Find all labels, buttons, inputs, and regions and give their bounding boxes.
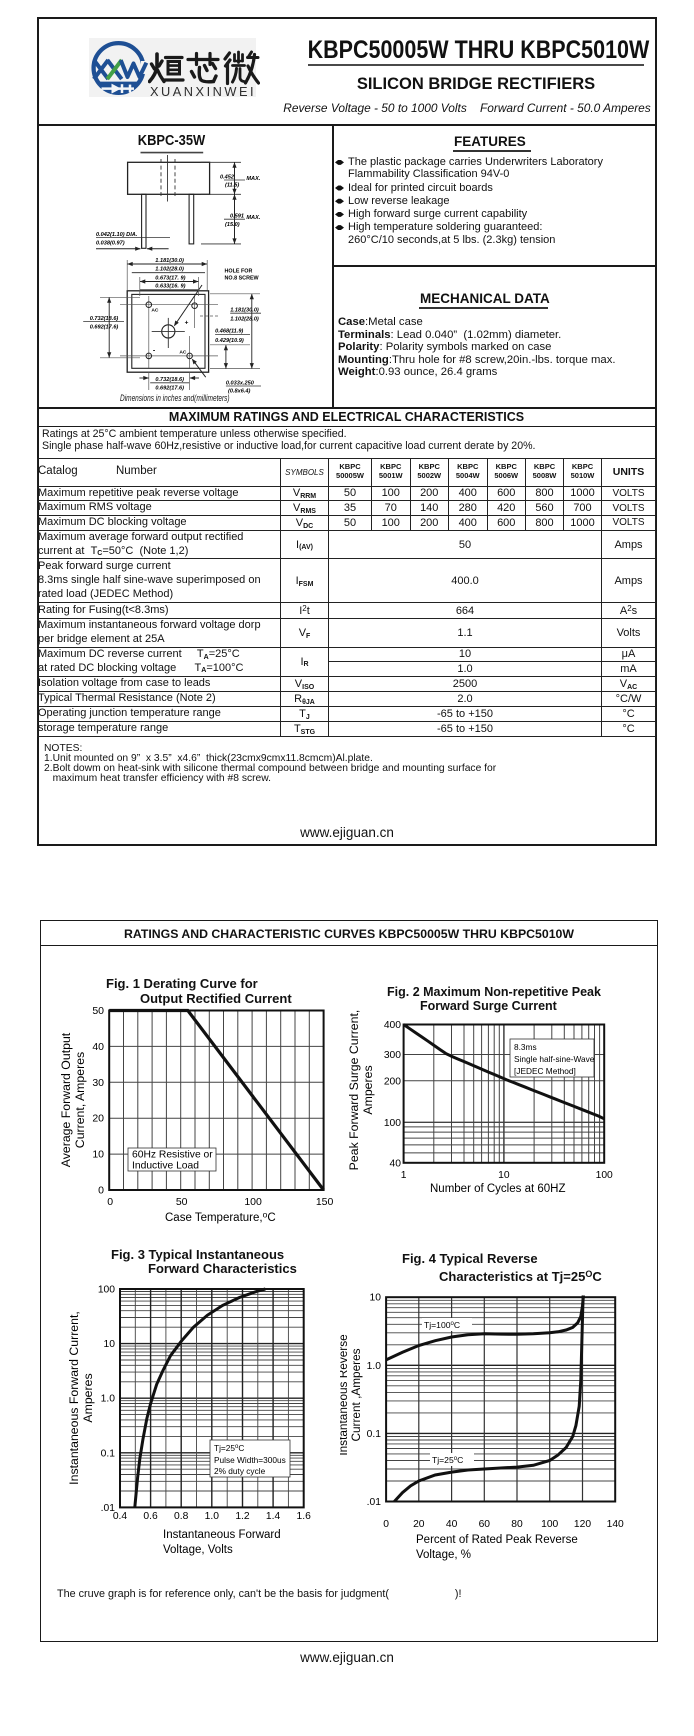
svg-text:60Hz Resistive or: 60Hz Resistive or <box>132 1150 213 1161</box>
svg-text:0.633(16. 9): 0.633(16. 9) <box>155 284 185 290</box>
svg-text:100: 100 <box>541 1519 558 1530</box>
svg-text:MAX.: MAX. <box>246 215 260 221</box>
svg-text:100: 100 <box>596 1170 613 1181</box>
svg-text:[JEDEC Method]: [JEDEC Method] <box>514 1066 576 1076</box>
svg-text:0.042(1.10) DIA.: 0.042(1.10) DIA. <box>96 232 138 238</box>
svg-text:20: 20 <box>413 1519 425 1530</box>
svg-text:0.692(17.6): 0.692(17.6) <box>155 386 184 392</box>
svg-text:Single half-sine-Wave: Single half-sine-Wave <box>514 1054 595 1064</box>
svg-text:0.673(17. 9): 0.673(17. 9) <box>155 275 185 281</box>
svg-text:200: 200 <box>384 1076 401 1087</box>
svg-text:Case Temperature,oC: Case Temperature,oC <box>165 1210 276 1225</box>
svg-text:(11.5): (11.5) <box>225 183 239 189</box>
svg-text:2% duty cycle: 2% duty cycle <box>214 1466 266 1476</box>
svg-text:Pulse Width=300us: Pulse Width=300us <box>214 1455 286 1465</box>
svg-text:140: 140 <box>607 1519 624 1530</box>
svg-text:100: 100 <box>384 1118 401 1129</box>
svg-text:Amperes: Amperes <box>81 1373 95 1422</box>
svg-text:1.0: 1.0 <box>367 1361 382 1372</box>
svg-text:+: + <box>185 320 189 327</box>
svg-text:Voltage, Volts: Voltage, Volts <box>163 1544 233 1556</box>
svg-text:0.8: 0.8 <box>174 1511 189 1522</box>
svg-text:Instantaneous Forward: Instantaneous Forward <box>163 1529 281 1541</box>
svg-text:Number of Cycles at 60HZ: Number of Cycles at 60HZ <box>430 1183 566 1195</box>
svg-text:0.429(10.9): 0.429(10.9) <box>215 338 244 344</box>
svg-text:80: 80 <box>511 1519 523 1530</box>
svg-text:.01: .01 <box>101 1503 116 1514</box>
svg-text:(15.0): (15.0) <box>225 222 240 228</box>
svg-text:MAX.: MAX. <box>246 176 260 182</box>
svg-text:NO.8 SCREW: NO.8 SCREW <box>225 276 260 282</box>
svg-text:1.6: 1.6 <box>297 1511 312 1522</box>
svg-text:400: 400 <box>384 1020 401 1031</box>
svg-text:Current ,Amperes: Current ,Amperes <box>349 1348 363 1441</box>
svg-text:10: 10 <box>92 1149 104 1161</box>
svg-text:30: 30 <box>92 1077 104 1089</box>
svg-text:100: 100 <box>244 1196 262 1208</box>
svg-text:50: 50 <box>92 1005 104 1017</box>
svg-text:Average Forward Output: Average Forward Output <box>59 1032 73 1167</box>
svg-text:1.4: 1.4 <box>266 1511 281 1522</box>
svg-text:1.102(28.0): 1.102(28.0) <box>155 266 184 272</box>
svg-text:1: 1 <box>401 1170 407 1181</box>
svg-text:AC: AC <box>151 307 159 313</box>
svg-text:120: 120 <box>574 1519 591 1530</box>
svg-text:0.038(0.97): 0.038(0.97) <box>96 241 125 247</box>
svg-text:AC: AC <box>179 349 187 355</box>
svg-text:Inductive Load: Inductive Load <box>132 1161 199 1172</box>
svg-text:Tj=100oC: Tj=100oC <box>424 1320 460 1330</box>
svg-text:0.452: 0.452 <box>220 175 235 181</box>
svg-text:0: 0 <box>383 1519 389 1530</box>
svg-text:0.6: 0.6 <box>143 1511 158 1522</box>
svg-text:1.0: 1.0 <box>101 1394 116 1405</box>
svg-text:10: 10 <box>370 1293 382 1304</box>
svg-text:20: 20 <box>92 1113 104 1125</box>
svg-text:Percent of Rated Peak Reverse: Percent of Rated Peak Reverse <box>416 1534 578 1546</box>
svg-text:0.1: 0.1 <box>367 1429 382 1440</box>
svg-text:0: 0 <box>107 1196 113 1208</box>
svg-text:0.591: 0.591 <box>230 214 244 220</box>
svg-text:Instantaneous Reverse: Instantaneous Reverse <box>340 1334 350 1456</box>
svg-text:0.692(17.6): 0.692(17.6) <box>90 324 119 330</box>
svg-text:300: 300 <box>384 1050 401 1061</box>
svg-text:-: - <box>153 347 156 354</box>
svg-text:Tj=25oC: Tj=25oC <box>214 1443 244 1453</box>
svg-text:0.1: 0.1 <box>101 1448 116 1459</box>
svg-text:8.3ms: 8.3ms <box>514 1042 537 1052</box>
svg-text:0: 0 <box>98 1185 104 1197</box>
svg-text:10: 10 <box>498 1170 510 1181</box>
svg-text:0.033x.250: 0.033x.250 <box>226 380 255 386</box>
svg-text:40: 40 <box>446 1519 458 1530</box>
svg-text:40: 40 <box>390 1158 402 1169</box>
svg-text:40: 40 <box>92 1041 104 1053</box>
svg-text:1.181(30.0): 1.181(30.0) <box>230 307 259 313</box>
svg-text:10: 10 <box>104 1339 116 1350</box>
svg-text:Current, Amperes: Current, Amperes <box>73 1052 87 1148</box>
svg-text:Instantaneous Forward Current,: Instantaneous Forward Current, <box>67 1311 81 1485</box>
svg-text:HOLE FOR: HOLE FOR <box>225 269 253 275</box>
svg-text:.01: .01 <box>367 1497 382 1508</box>
svg-text:1.181(30.0): 1.181(30.0) <box>155 258 184 264</box>
svg-text:Tj=25oC: Tj=25oC <box>432 1455 463 1465</box>
svg-text:0.468(11.9): 0.468(11.9) <box>215 328 243 334</box>
svg-text:150: 150 <box>316 1196 334 1208</box>
svg-text:1.0: 1.0 <box>205 1511 220 1522</box>
svg-text:0.732(18.6): 0.732(18.6) <box>90 316 119 322</box>
svg-text:1.2: 1.2 <box>235 1511 250 1522</box>
svg-text:1.102(28.0): 1.102(28.0) <box>230 317 259 323</box>
svg-text:50: 50 <box>176 1196 188 1208</box>
svg-text:Peak Forward Surge Current,: Peak Forward Surge Current, <box>347 1010 361 1171</box>
svg-text:Voltage, %: Voltage, % <box>416 1549 471 1561</box>
svg-text:Amperes: Amperes <box>361 1065 375 1114</box>
svg-text:100: 100 <box>98 1285 115 1296</box>
svg-text:(0.8x6.4): (0.8x6.4) <box>228 389 251 395</box>
svg-text:0.732(18.6): 0.732(18.6) <box>155 377 184 383</box>
svg-text:0.4: 0.4 <box>113 1511 128 1522</box>
svg-text:60: 60 <box>479 1519 491 1530</box>
